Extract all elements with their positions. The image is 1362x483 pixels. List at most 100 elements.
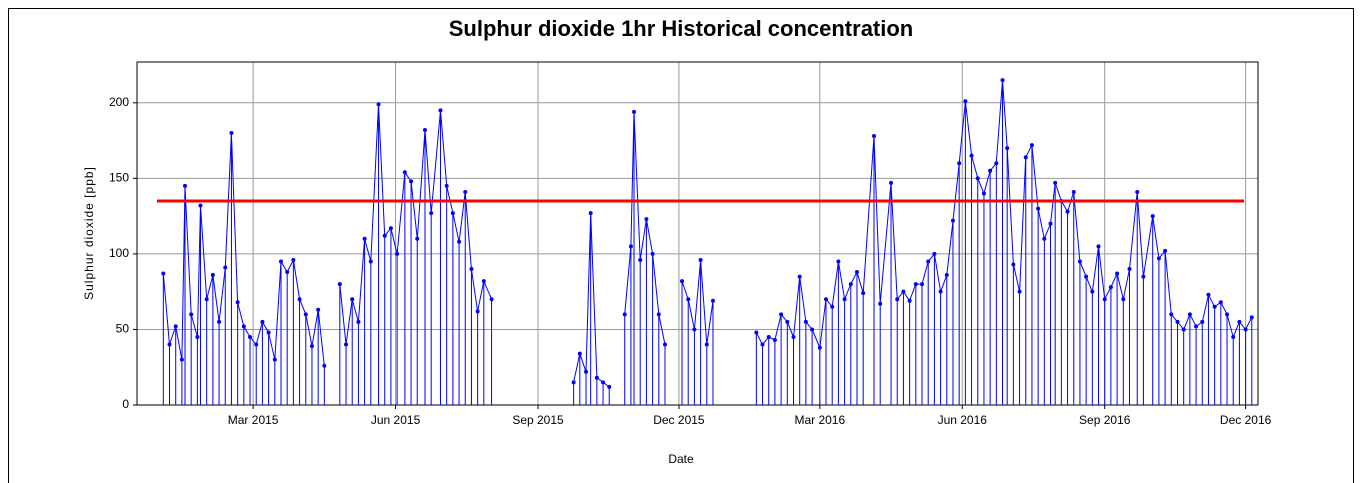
- point: [601, 380, 606, 385]
- point: [297, 297, 302, 302]
- point: [1163, 248, 1168, 253]
- point: [650, 251, 655, 256]
- point: [210, 273, 215, 278]
- point: [1036, 206, 1041, 211]
- point: [450, 211, 455, 216]
- y-tick-label: 100: [109, 246, 129, 260]
- point: [309, 344, 314, 349]
- point: [656, 312, 661, 317]
- point: [1071, 189, 1076, 194]
- point: [198, 203, 203, 208]
- point: [584, 369, 589, 374]
- point: [680, 279, 685, 284]
- point: [810, 327, 815, 332]
- point: [994, 161, 999, 166]
- point: [422, 127, 427, 132]
- frame: [8, 8, 1354, 483]
- point: [1243, 327, 1248, 332]
- point: [710, 298, 715, 303]
- point: [1206, 292, 1211, 297]
- point: [254, 342, 259, 347]
- point: [344, 342, 349, 347]
- point: [1084, 274, 1089, 279]
- point: [1005, 146, 1010, 151]
- point: [1102, 297, 1107, 302]
- point: [895, 297, 900, 302]
- point: [1000, 78, 1005, 83]
- point: [577, 351, 582, 356]
- point: [337, 282, 342, 287]
- point: [217, 319, 222, 324]
- point: [698, 257, 703, 262]
- point: [303, 312, 308, 317]
- point: [457, 239, 462, 244]
- point: [179, 357, 184, 362]
- point: [785, 319, 790, 324]
- point: [167, 342, 172, 347]
- point: [907, 298, 912, 303]
- plot-area: [136, 61, 1259, 406]
- point: [204, 297, 209, 302]
- point: [1194, 324, 1199, 329]
- point: [223, 265, 228, 270]
- point: [444, 183, 449, 188]
- point: [963, 99, 968, 104]
- point: [926, 259, 931, 264]
- point: [1181, 327, 1186, 332]
- point: [861, 291, 866, 296]
- point: [1237, 319, 1242, 324]
- point: [1141, 274, 1146, 279]
- x-axis-label: Date: [668, 452, 694, 466]
- point: [988, 168, 993, 173]
- point: [173, 324, 178, 329]
- x-tick-label: Dec 2015: [653, 413, 705, 427]
- point: [901, 289, 906, 294]
- x-tick-label: Sep 2015: [512, 413, 564, 427]
- point: [1249, 315, 1254, 320]
- y-tick-label: 150: [109, 171, 129, 185]
- point: [913, 282, 918, 287]
- point: [772, 338, 777, 343]
- point: [797, 274, 802, 279]
- point: [836, 259, 841, 264]
- point: [1029, 143, 1034, 148]
- point: [1042, 236, 1047, 241]
- point: [1096, 244, 1101, 249]
- point: [938, 289, 943, 294]
- x-tick-label: Jun 2016: [938, 413, 988, 427]
- point: [322, 363, 327, 368]
- point: [662, 342, 667, 347]
- point: [1023, 155, 1028, 160]
- point: [950, 218, 955, 223]
- point: [362, 236, 367, 241]
- point: [969, 153, 974, 158]
- point: [266, 330, 271, 335]
- point: [481, 279, 486, 284]
- point: [1212, 304, 1217, 309]
- point: [1121, 297, 1126, 302]
- y-tick-label: 200: [109, 95, 129, 109]
- point: [189, 312, 194, 317]
- point: [1150, 214, 1155, 219]
- point: [1169, 312, 1174, 317]
- point: [1175, 319, 1180, 324]
- point: [607, 384, 612, 389]
- point: [632, 109, 637, 114]
- point: [920, 282, 925, 287]
- point: [1231, 335, 1236, 340]
- point: [571, 380, 576, 385]
- point: [981, 191, 986, 196]
- x-tick-label: Dec 2016: [1220, 413, 1272, 427]
- point: [686, 297, 691, 302]
- point: [438, 108, 443, 113]
- point: [316, 307, 321, 312]
- point: [975, 176, 980, 181]
- point: [409, 179, 414, 184]
- point: [1225, 312, 1230, 317]
- x-tick-label: Mar 2015: [228, 413, 279, 427]
- point: [854, 270, 859, 275]
- point: [594, 375, 599, 380]
- point: [803, 319, 808, 324]
- series-line: [162, 80, 1253, 388]
